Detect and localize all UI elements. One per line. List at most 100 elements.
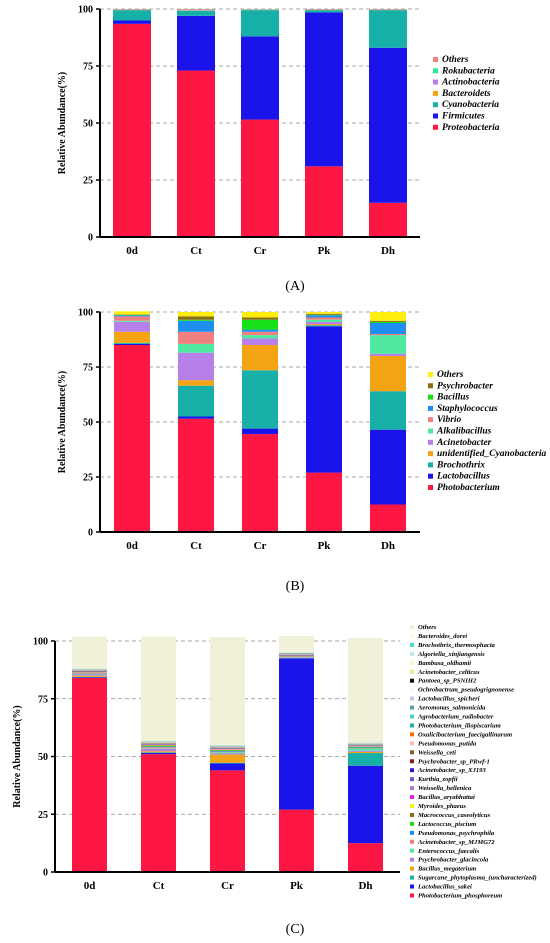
legend-label: unidentified_Cyanobacteria	[437, 449, 547, 459]
bar-segment-vibrio-ct	[178, 331, 214, 344]
bar-segment-others-ct	[141, 636, 176, 741]
legend-label: Others	[437, 370, 464, 380]
bar-segment-others-ct	[178, 312, 214, 317]
legend-swatch	[410, 687, 414, 692]
bar-segment-proteobacteria-0d	[113, 23, 151, 237]
legend-label: Bacillus_aryabhattai	[417, 794, 475, 801]
x-tick-label: 0d	[84, 880, 96, 892]
bar-segment-cyanobacteria-ct	[177, 10, 215, 16]
bar-segment-vibrio-cr	[242, 331, 278, 336]
legend-swatch	[428, 372, 433, 377]
x-tick-label: Dh	[381, 245, 395, 257]
legend-swatch	[410, 741, 414, 746]
bar-segment-vibrio-dh	[370, 334, 406, 336]
legend-label: Brochothrix_thermosphacta	[417, 642, 496, 649]
legend-swatch	[410, 732, 414, 737]
legend-swatch	[410, 893, 414, 898]
bar-segment-others-cr	[242, 312, 278, 318]
bar-segment-alkalibacillus-0d	[114, 320, 150, 322]
y-tick-label: 0	[43, 868, 48, 879]
legend-label: Myroides_phaeus	[417, 803, 466, 810]
bar-segment-others-pk	[306, 312, 342, 314]
legend-swatch	[410, 633, 414, 638]
bar-segment-bacillus-ct	[178, 319, 214, 321]
legend-label: Pantoea_sp_PSNIH2	[418, 678, 477, 685]
bar-segment-lactobacillus-cr	[242, 428, 278, 435]
legend-swatch	[428, 451, 433, 457]
legend-swatch	[410, 848, 414, 853]
bar-segment-lactobacillus-sakei-cr	[210, 763, 245, 771]
legend-label: Psychrobacter	[437, 381, 493, 391]
bar-segment-alkalibacillus-cr	[242, 335, 278, 339]
bar-segment-lactobacillus-pk	[306, 326, 342, 473]
legend-swatch	[410, 884, 414, 889]
bar-segment-enterococcus-faecalis-cr	[210, 752, 245, 754]
legend-label: Photobacterium	[437, 483, 500, 493]
bar-segment-photobacterium-phosphoreum-0d	[72, 677, 107, 872]
bar-segment-lactobacillus-sakei-ct	[141, 753, 176, 755]
legend-label: Enterococcus_faecalis	[417, 848, 480, 855]
bar-segment-brochothrix-dh	[370, 391, 406, 430]
legend-label: Lactobacillus_sakei	[417, 884, 472, 891]
bar-segment-sugarcane-phytoplasma-uncharacterized-dh	[348, 753, 383, 766]
legend-label: Alkalibacillus	[436, 427, 492, 437]
bar-segment-unidentified-cyanobacteria-cr	[242, 345, 278, 371]
legend-label: Vibrio	[437, 415, 462, 425]
bar-segment-sugarcane-phytoplasma-uncharacterized-cr	[210, 762, 245, 764]
legend-swatch	[428, 473, 433, 479]
legend-swatch	[410, 812, 414, 817]
bar-segment-bacillus-megaterium-0d	[72, 675, 107, 677]
legend-label: Acinetobacter_celticus	[417, 669, 480, 676]
chart-panel-a: 0d Ct Cr Pk Dh 0 25 50 75 100 Relative Abundance(%…	[57, 5, 500, 258]
legend-label: Oxalicibacterium_faecigallinarum	[418, 731, 512, 738]
bar-segment-enterococcus-faecalis-dh	[348, 748, 383, 751]
bar-segment-acinetobacter-sp-mjmg72-ct	[141, 747, 176, 749]
bar-segment-brochothrix-cr	[242, 370, 278, 429]
y-tick-label: 50	[83, 418, 93, 429]
legend-swatch	[410, 642, 414, 647]
bar-segment-lactobacillus-0d	[114, 343, 150, 345]
bar-segment-firmicutes-dh	[369, 47, 407, 203]
bar-segment-firmicutes-0d	[113, 20, 151, 24]
legend-swatch	[410, 651, 414, 656]
legend-label: Bacteroides_dorei	[417, 633, 467, 640]
x-tick-label: Ct	[190, 540, 202, 552]
legend-swatch	[433, 113, 438, 119]
bar-segment-cyanobacteria-dh	[369, 10, 407, 48]
x-tick-label: Pk	[290, 880, 304, 892]
legend-swatch	[410, 830, 414, 835]
bar-segment-acinetobacter-sp-mjmg72-cr	[210, 751, 245, 753]
x-tick-label: 0d	[126, 245, 138, 257]
bar-segment-alkalibacillus-dh	[370, 335, 406, 354]
legend-swatch	[410, 804, 414, 808]
bar-segment-acinetobacter-pk	[306, 321, 342, 325]
y-tick-label: 25	[83, 473, 93, 484]
bar-segment-lactobacillus-sakei-pk	[279, 658, 314, 810]
bar-segment-alkalibacillus-pk	[306, 319, 342, 322]
legend-swatch	[410, 866, 414, 871]
legend-swatch	[433, 124, 438, 130]
bar-segment-unidentified-cyanobacteria-pk	[306, 324, 342, 326]
legend: Others Bacteroides_dorei Brochothrix_therm…	[410, 624, 537, 900]
panel-label-c: (C)	[286, 922, 305, 937]
y-axis-title: Relative Abundance(%)	[57, 72, 68, 175]
panel-label-a: (A)	[285, 279, 305, 294]
y-tick-label: 100	[78, 5, 93, 16]
bar-segment-photobacterium-phosphoreum-dh	[348, 843, 383, 872]
bar-segment-others-pk	[279, 635, 314, 652]
bar-segment-unidentified-cyanobacteria-0d	[114, 331, 150, 343]
bar-segment-lactobacillus-ct	[178, 416, 214, 419]
bar-segment-staphylococcus-0d	[114, 315, 150, 317]
bar-segment-bacillus-dh	[370, 321, 406, 323]
legend-swatch	[428, 485, 433, 490]
bar-segment-proteobacteria-cr	[241, 119, 279, 237]
legend-label: Acinetobacter	[436, 438, 492, 448]
legend-label: Staphylococcus	[437, 404, 498, 414]
legend-label: Others	[442, 55, 469, 65]
legend-swatch	[433, 79, 438, 85]
bar-segment-proteobacteria-pk	[305, 166, 343, 237]
bar-segment-staphylococcus-ct	[178, 320, 214, 332]
bar-segment-bacillus-cr	[242, 319, 278, 330]
legend-label: Weissella_ceti	[418, 749, 456, 756]
